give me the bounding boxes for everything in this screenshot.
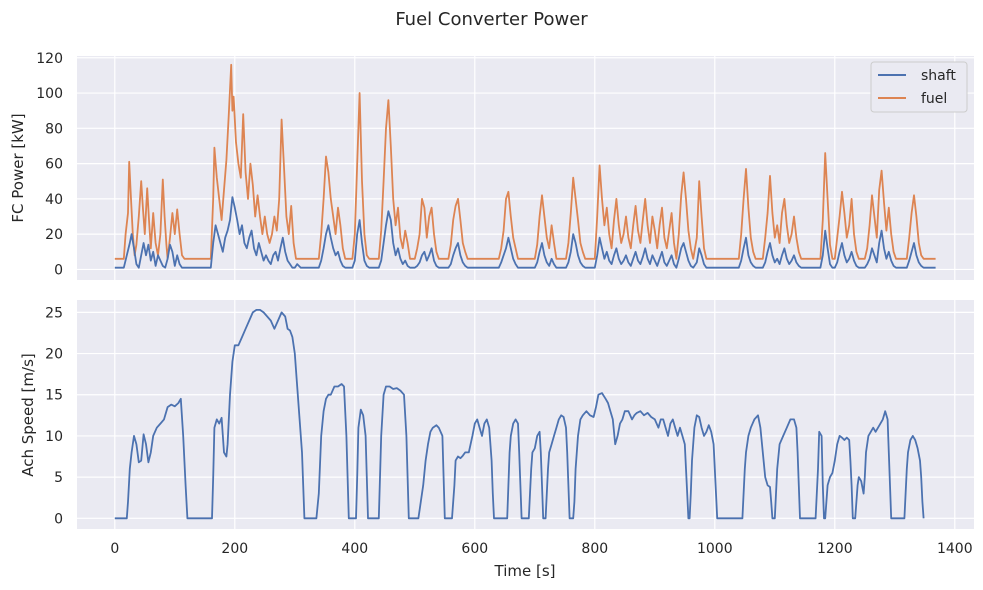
y-tick-label: 20 — [45, 227, 63, 243]
legend-shaft-label: shaft — [921, 68, 956, 84]
speed-plot-area — [77, 300, 974, 529]
fc-power-y-ticks: 0 20 40 60 80 100 120 — [36, 51, 63, 279]
speed-series — [114, 309, 925, 520]
fuel-line — [114, 63, 936, 260]
x-tick-label: 400 — [341, 541, 368, 557]
fc-power-y-label: FC Power [kW] — [9, 113, 27, 222]
x-tick-label: 1200 — [817, 541, 853, 557]
x-tick-label: 200 — [221, 541, 248, 557]
x-ticks: 0 200 400 600 800 1000 1200 1400 — [110, 541, 972, 557]
y-tick-label: 20 — [45, 347, 63, 363]
x-tick-label: 600 — [461, 541, 488, 557]
y-tick-label: 10 — [45, 429, 63, 445]
y-tick-label: 40 — [45, 192, 63, 208]
y-tick-label: 120 — [36, 51, 63, 67]
fc-power-series — [114, 63, 936, 269]
y-tick-label: 60 — [45, 157, 63, 173]
y-tick-label: 15 — [45, 388, 63, 404]
y-tick-label: 5 — [54, 470, 63, 486]
legend-fuel-label: fuel — [921, 91, 947, 107]
x-tick-label: 1000 — [697, 541, 733, 557]
x-tick-label: 1400 — [937, 541, 973, 557]
shaft-line — [114, 196, 936, 269]
y-tick-label: 80 — [45, 121, 63, 137]
x-tick-label: 0 — [110, 541, 119, 557]
y-tick-label: 0 — [54, 262, 63, 278]
speed-line — [114, 309, 925, 520]
speed-y-ticks: 0 5 10 15 20 25 — [45, 305, 63, 527]
y-tick-label: 0 — [54, 511, 63, 527]
legend: shaft fuel — [870, 61, 968, 113]
x-tick-label: 800 — [581, 541, 608, 557]
y-tick-label: 25 — [45, 305, 63, 321]
speed-y-label: Ach Speed [m/s] — [19, 353, 37, 477]
x-axis-label: Time [s] — [494, 562, 556, 580]
chart-title: Fuel Converter Power — [395, 9, 588, 30]
y-tick-label: 100 — [36, 86, 63, 102]
